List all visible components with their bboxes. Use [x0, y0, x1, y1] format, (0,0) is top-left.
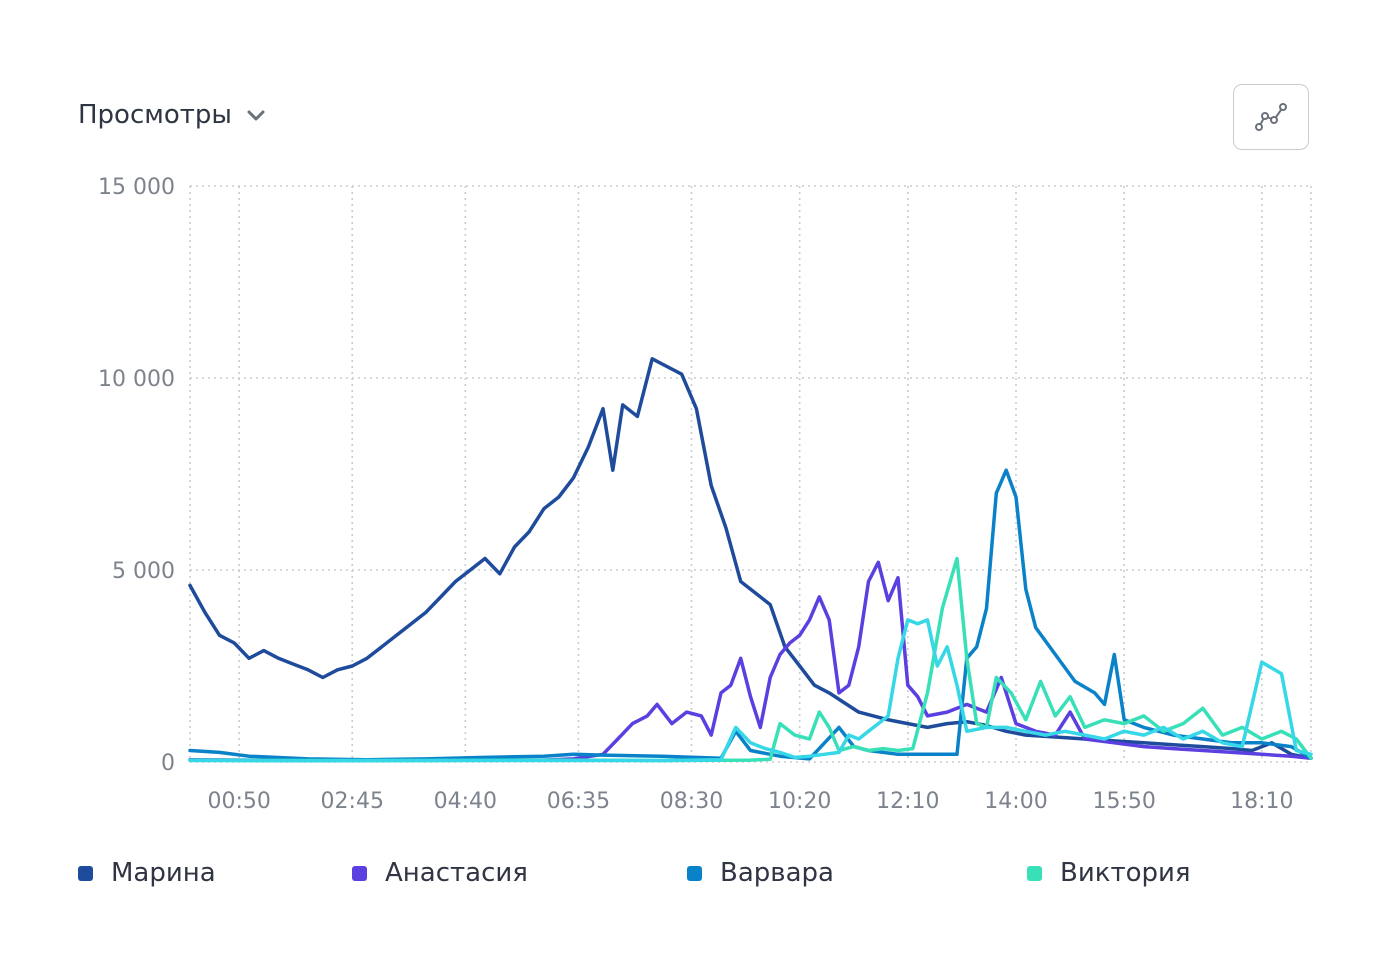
series-line — [188, 618, 1313, 763]
x-tick-label: 14:00 — [984, 789, 1047, 814]
x-tick-label: 15:50 — [1092, 789, 1155, 814]
y-tick-label: 5 000 — [112, 559, 175, 584]
series-line — [188, 357, 1313, 760]
x-tick-label: 12:10 — [876, 789, 939, 814]
legend-label: Анастасия — [385, 858, 528, 888]
legend-swatch — [687, 865, 702, 881]
legend-label: Марина — [111, 858, 216, 888]
legend-item[interactable]: Виктория — [1027, 858, 1191, 888]
chart-series — [188, 357, 1313, 763]
legend-label: Варвара — [720, 858, 834, 888]
chart-grid — [189, 185, 1312, 763]
legend-swatch — [1027, 865, 1042, 881]
x-tick-label: 06:35 — [547, 789, 610, 814]
legend-swatch — [78, 865, 93, 881]
metric-dropdown[interactable]: Просмотры — [78, 100, 266, 130]
chevron-down-icon — [247, 110, 265, 121]
x-tick-label: 10:20 — [768, 789, 831, 814]
legend-swatch — [352, 865, 367, 881]
y-tick-label: 0 — [161, 751, 175, 776]
chart-type-button[interactable] — [1233, 84, 1309, 150]
line-chart-icon — [1255, 103, 1287, 131]
x-tick-label: 02:45 — [321, 789, 384, 814]
legend-label: Виктория — [1060, 858, 1191, 888]
y-tick-label: 10 000 — [98, 367, 175, 392]
x-tick-label: 04:40 — [434, 789, 497, 814]
legend-item[interactable]: Варвара — [687, 858, 834, 888]
x-tick-label: 08:30 — [660, 789, 723, 814]
x-axis: 00:50 02:45 04:40 06:35 08:30 10:20 12:10 14:00… — [207, 789, 1293, 814]
series-line — [188, 468, 1313, 762]
series-line — [188, 556, 1313, 763]
legend-item[interactable]: Анастасия — [352, 858, 528, 888]
y-axis: 0 5 000 10 000 15 000 — [98, 175, 175, 776]
metric-dropdown-label: Просмотры — [78, 100, 232, 130]
legend-item[interactable]: Марина — [78, 858, 216, 888]
y-tick-label: 15 000 — [98, 175, 175, 200]
series-line — [188, 560, 1313, 762]
x-tick-label: 18:10 — [1230, 789, 1293, 814]
x-tick-label: 00:50 — [207, 789, 270, 814]
